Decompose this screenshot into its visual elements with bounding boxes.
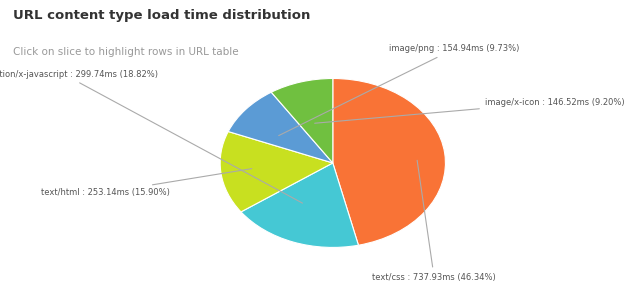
Text: text/css : 737.93ms (46.34%): text/css : 737.93ms (46.34%) <box>372 160 496 281</box>
Text: Click on slice to highlight rows in URL table: Click on slice to highlight rows in URL … <box>13 47 239 56</box>
Text: image/png : 154.94ms (9.73%): image/png : 154.94ms (9.73%) <box>278 45 520 136</box>
Text: image/x-icon : 146.52ms (9.20%): image/x-icon : 146.52ms (9.20%) <box>315 98 625 123</box>
Wedge shape <box>271 79 333 163</box>
Text: application/x-javascript : 299.74ms (18.82%): application/x-javascript : 299.74ms (18.… <box>0 70 303 203</box>
Wedge shape <box>333 79 445 245</box>
Text: text/html : 253.14ms (15.90%): text/html : 253.14ms (15.90%) <box>40 169 252 197</box>
Wedge shape <box>228 92 333 163</box>
Wedge shape <box>220 132 333 212</box>
Text: URL content type load time distribution: URL content type load time distribution <box>13 9 310 22</box>
Wedge shape <box>241 163 358 247</box>
